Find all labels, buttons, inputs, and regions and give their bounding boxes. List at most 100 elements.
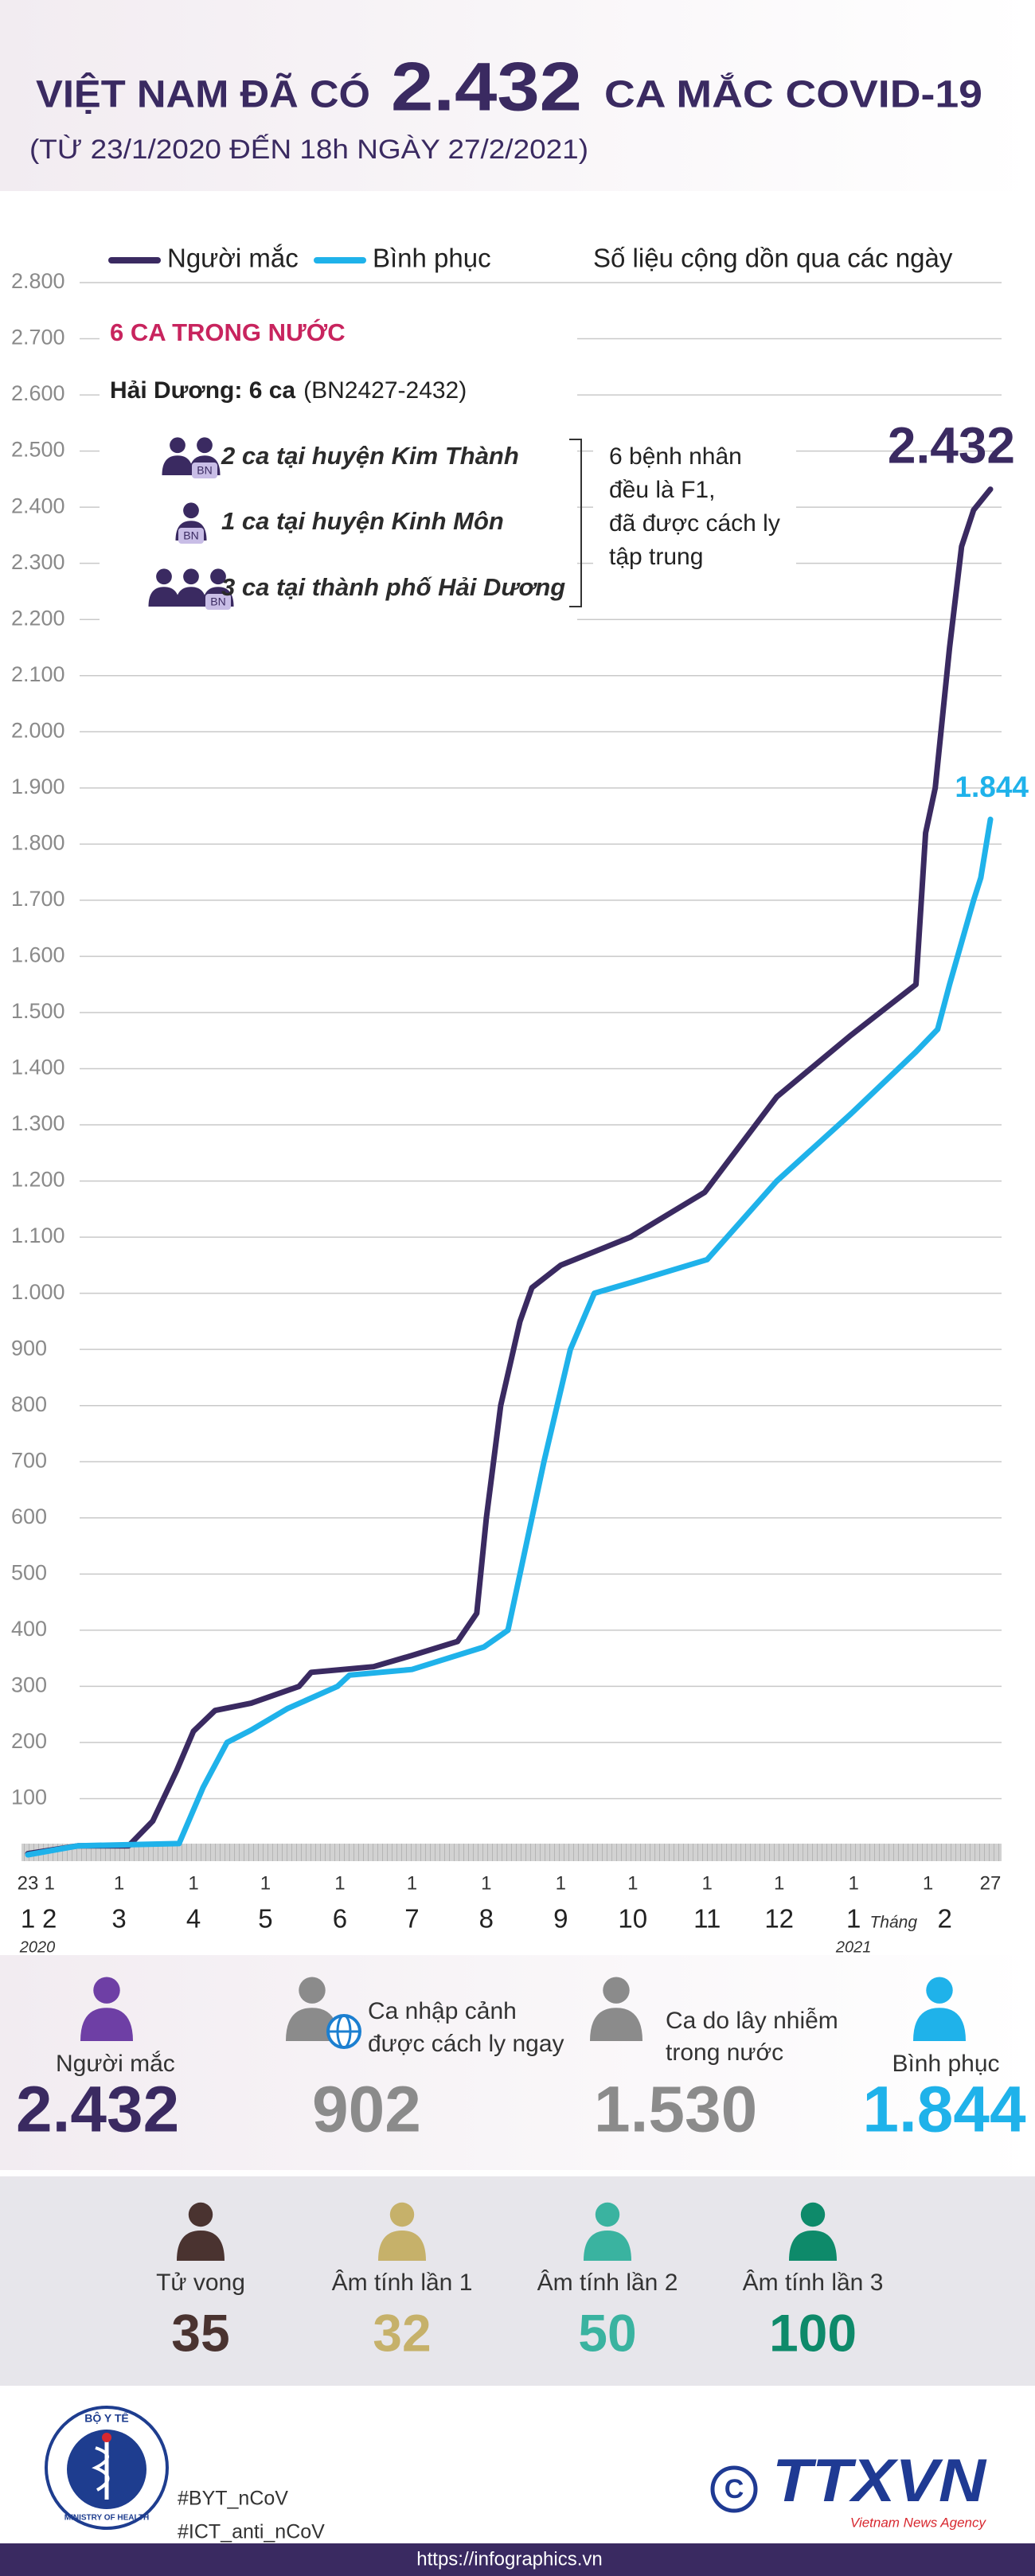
y-tick-label: 300 [11, 1673, 47, 1697]
person-icon [162, 437, 193, 475]
y-tick-label: 2.200 [11, 606, 65, 630]
y-tick-label: 600 [11, 1505, 47, 1528]
stat-value: 902 [312, 2074, 421, 2146]
annotation-place: Hải Dương: 6 ca (BN2427-2432) [110, 377, 467, 404]
series-line [25, 816, 994, 1858]
annotation-note: đã được cách ly [609, 510, 780, 537]
badge-text: BN [197, 464, 212, 477]
person-icon [148, 568, 180, 607]
y-tick-label: 1.900 [11, 775, 65, 798]
icon-body [162, 455, 193, 475]
icon-head [188, 2202, 213, 2227]
y-tick-label: 200 [11, 1729, 47, 1753]
axis-strip [21, 1844, 1002, 1861]
month-label: 4 [186, 1904, 201, 1934]
x-tick-label: 1 [556, 1872, 566, 1894]
month-label: 2 [938, 1904, 952, 1934]
icon-head [299, 1977, 326, 2004]
person-icon [584, 2202, 631, 2261]
icon-head [389, 2202, 415, 2227]
x-tick-label: 1 [44, 1872, 54, 1894]
icon-head [595, 2202, 620, 2227]
person-icon [80, 1977, 133, 2041]
x-tick-label: 27 [980, 1872, 1002, 1894]
month-label: 12 [764, 1904, 794, 1934]
y-tick-label: 1.100 [11, 1224, 65, 1247]
outcome-label: Âm tính lần 1 [332, 2270, 473, 2296]
stat-label: trong nước [666, 2039, 783, 2066]
icon-head [183, 502, 199, 519]
y-tick-label: 2.600 [11, 381, 65, 405]
x-tick-label: 1 [188, 1872, 198, 1894]
month-label: 1 [21, 1904, 35, 1934]
x-tick-label: 1 [407, 1872, 417, 1894]
y-tick-label: 2.500 [11, 438, 65, 462]
month-label: 6 [333, 1904, 347, 1934]
moh-star [102, 2433, 111, 2442]
value-label: 1.844 [955, 771, 1029, 803]
month-label: 7 [404, 1904, 419, 1934]
annotation-bg [593, 436, 796, 580]
y-tick-label: 1.800 [11, 830, 65, 854]
person-icon [913, 1977, 966, 2041]
y-tick-label: 1.700 [11, 887, 65, 911]
person-icon [789, 2202, 837, 2261]
person-icon [175, 568, 207, 607]
icon-body [177, 2231, 225, 2261]
y-tick-label: 1.400 [11, 1056, 65, 1079]
place-bold: Hải Dương: 6 ca [110, 377, 295, 404]
title-number: 2.432 [391, 49, 582, 126]
icon-head [926, 1977, 953, 2004]
y-tick-label: 500 [11, 1560, 47, 1584]
month-word: Tháng [869, 1914, 917, 1932]
x-tick-label: 1 [260, 1872, 271, 1894]
outcomes-bg [0, 2176, 1035, 2386]
y-tick-label: 2.400 [11, 494, 65, 517]
x-tick-label: 23 [18, 1872, 39, 1894]
annotation-row: 2 ca tại huyện Kim Thành [221, 442, 519, 470]
stat-label: Ca nhập cảnh [368, 1998, 517, 2024]
month-label: 3 [111, 1904, 126, 1934]
y-tick-label: 2.700 [11, 326, 65, 349]
month-label: 9 [553, 1904, 568, 1934]
footer-bar [0, 2543, 1035, 2576]
month-label: 10 [618, 1904, 647, 1934]
person-icon [590, 1977, 642, 2041]
month-label: 2 [42, 1904, 57, 1934]
year-label: 2021 [835, 1938, 872, 1956]
outcome-label: Tử vong [156, 2270, 245, 2296]
value-label: 2.432 [888, 416, 1015, 474]
content: 100 200 300 400 500 600 700 800 900 1.000 1.100 1.2… [11, 244, 1029, 2570]
title-c: CA MẮC COVID-19 [604, 72, 982, 116]
person-icon [286, 1977, 338, 2041]
legend-label: Người mắc [167, 244, 299, 273]
month-label: 11 [693, 1904, 721, 1934]
annotation-note: đều là F1, [609, 477, 715, 503]
badge [205, 594, 231, 610]
icon-body [148, 587, 180, 607]
icon-head [93, 1977, 120, 2004]
copyright: C [724, 2474, 744, 2504]
icon-head [210, 568, 226, 585]
icon-body [590, 2008, 642, 2041]
stat-value: 1.844 [862, 2074, 1026, 2146]
y-tick-label: 2.000 [11, 718, 65, 742]
x-tick-label: 1 [702, 1872, 713, 1894]
y-tick-label: 2.300 [11, 550, 65, 574]
moh-top: BỘ Y TẾ [84, 2411, 129, 2425]
outcome-value: 50 [578, 2303, 636, 2362]
series-line [25, 486, 994, 1857]
legend-label: Bình phục [373, 244, 491, 273]
badge-text: BN [210, 595, 225, 608]
stat-label: Người mắc [56, 2051, 175, 2077]
y-tick-label: 2.100 [11, 662, 65, 686]
person-icon [177, 2202, 225, 2261]
outcome-value: 100 [769, 2303, 857, 2362]
y-tick-label: 1.600 [11, 943, 65, 967]
x-tick-label: 1 [627, 1872, 638, 1894]
y-tick-label: 900 [11, 1336, 47, 1360]
y-tick-label: 1.500 [11, 999, 65, 1023]
annotation-note: tập trung [609, 544, 703, 570]
